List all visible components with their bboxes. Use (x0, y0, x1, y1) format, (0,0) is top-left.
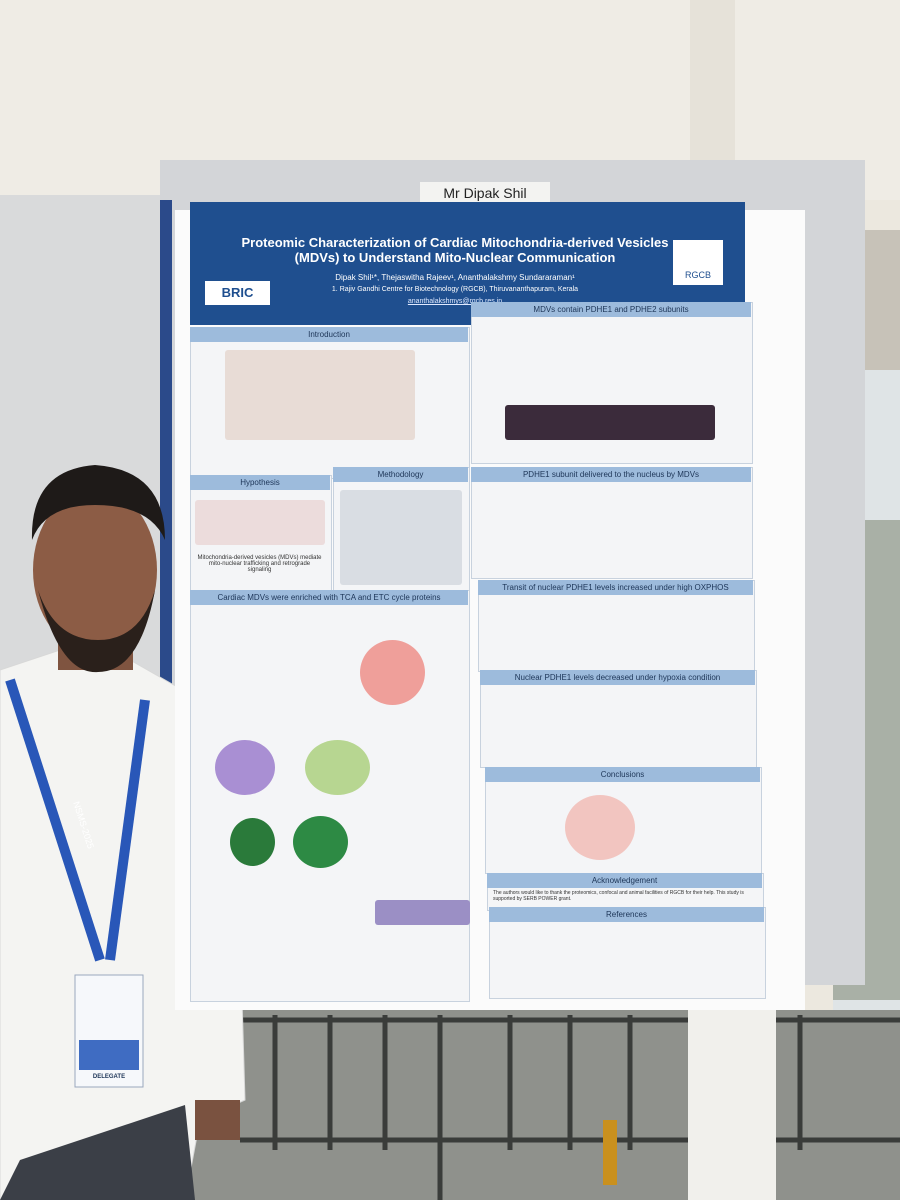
figure (565, 795, 635, 860)
section-text: Mitochondria-derived vesicles (MDVs) med… (197, 555, 322, 573)
name-card: Mr Dipak Shil (420, 182, 550, 204)
figure (505, 405, 715, 440)
table (375, 900, 470, 925)
beard (38, 590, 155, 673)
poster-email: ananthalakshmys@rgcb.res.in (407, 298, 503, 305)
poster-affiliation: 1. Rajiv Gandhi Centre for Biotechnology… (331, 286, 579, 293)
section-title: MDVs contain PDHE1 and PDHE2 subunits (471, 302, 751, 317)
figure (340, 490, 462, 585)
pillar (688, 1010, 776, 1200)
section-title: Transit of nuclear PDHE1 levels increase… (478, 580, 753, 595)
board-edge (160, 200, 172, 820)
poster-authors: Dipak Shil¹*, Thejaswitha Rajeev¹, Anant… (335, 273, 575, 282)
hair (31, 465, 166, 540)
railing (240, 1015, 900, 1200)
panel (471, 467, 753, 579)
panel (480, 670, 757, 768)
face (33, 488, 157, 652)
panel (489, 907, 766, 999)
lanyard (105, 699, 150, 961)
venn (305, 740, 370, 795)
section-title: Introduction (190, 327, 468, 342)
logo-rgcb: RGCB (673, 240, 723, 285)
section-title: References (489, 907, 764, 922)
logo-bric: BRIC (205, 281, 270, 305)
poster-title: Proteomic Characterization of Cardiac Mi… (241, 235, 669, 265)
section-title: Acknowledgement (487, 873, 762, 888)
section-title: Methodology (333, 467, 468, 482)
section-title: Hypothesis (190, 475, 330, 490)
pie (293, 816, 348, 868)
section-title: Conclusions (485, 767, 760, 782)
venn (360, 640, 425, 705)
pie (230, 818, 275, 866)
badge (74, 974, 144, 1088)
venn (215, 740, 275, 795)
section-text: The authors would like to thank the prot… (493, 890, 744, 902)
badge-role: DELEGATE (92, 1074, 126, 1080)
lanyard (5, 678, 105, 962)
figure (195, 500, 325, 545)
section-title: PDHE1 subunit delivered to the nucleus b… (471, 467, 751, 482)
belt-area (0, 1105, 195, 1200)
panel (478, 580, 755, 672)
badge-art (79, 1040, 139, 1070)
figure (225, 350, 415, 440)
panel (190, 590, 470, 1002)
poster: Proteomic Characterization of Cardiac Mi… (175, 202, 805, 1010)
section-title: Cardiac MDVs were enriched with TCA and … (190, 590, 468, 605)
hand (195, 1100, 240, 1140)
beam (690, 0, 735, 165)
hanging-tag (603, 1120, 617, 1185)
section-title: Nuclear PDHE1 levels decreased under hyp… (480, 670, 755, 685)
